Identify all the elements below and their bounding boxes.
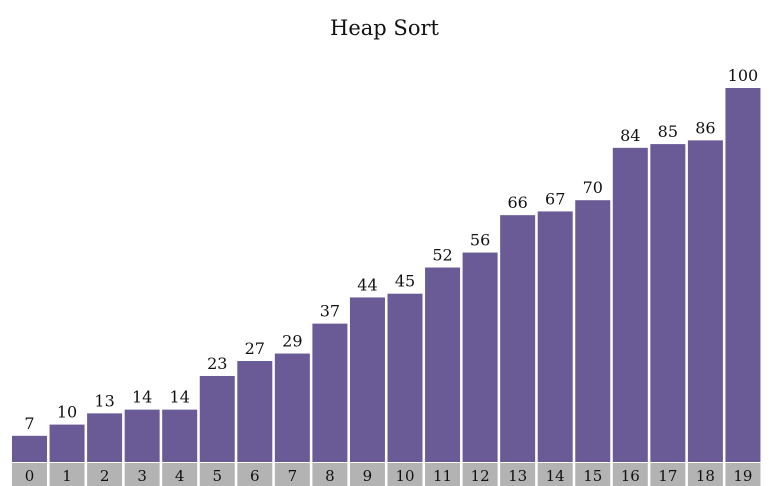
index-label-14: 14: [546, 467, 565, 485]
value-label-2: 13: [94, 391, 114, 410]
bar-14: [537, 211, 573, 462]
value-label-17: 85: [658, 122, 678, 141]
index-cell-12: [462, 463, 498, 486]
value-label-13: 66: [507, 193, 527, 212]
index-label-0: 0: [25, 467, 35, 485]
bars-group: [12, 88, 761, 463]
chart-title: Heap Sort: [330, 16, 439, 40]
value-label-4: 14: [170, 388, 190, 407]
bar-10: [387, 293, 423, 462]
index-label-12: 12: [471, 467, 490, 485]
index-cell-15: [575, 463, 611, 486]
index-cell-2: [87, 463, 123, 486]
index-cell-4: [162, 463, 198, 486]
bar-16: [612, 147, 648, 462]
index-label-1: 1: [62, 467, 72, 485]
bar-13: [500, 215, 536, 462]
index-label-16: 16: [621, 467, 640, 485]
index-cell-19: [725, 463, 761, 486]
bar-7: [274, 353, 310, 462]
bar-11: [425, 267, 461, 462]
bar-1: [49, 424, 85, 462]
index-label-3: 3: [137, 467, 147, 485]
bar-0: [12, 435, 47, 462]
index-cell-10: [387, 463, 423, 486]
index-label-4: 4: [175, 467, 185, 485]
index-cell-1: [49, 463, 85, 486]
index-cell-13: [500, 463, 536, 486]
index-cell-14: [537, 463, 573, 486]
bar-12: [462, 252, 498, 462]
index-cell-7: [274, 463, 310, 486]
value-label-3: 14: [132, 388, 152, 407]
bar-3: [124, 409, 160, 462]
value-label-6: 27: [245, 339, 265, 358]
index-cell-0: [12, 463, 47, 486]
value-label-1: 10: [57, 403, 77, 422]
index-cell-16: [612, 463, 648, 486]
index-label-9: 9: [363, 467, 373, 485]
index-cell-18: [687, 463, 723, 486]
index-label-5: 5: [212, 467, 222, 485]
index-label-7: 7: [288, 467, 298, 485]
value-label-19: 100: [728, 66, 759, 85]
index-cell-3: [124, 463, 160, 486]
index-cell-11: [425, 463, 461, 486]
value-label-15: 70: [583, 178, 603, 197]
bar-2: [87, 413, 123, 462]
value-label-5: 23: [207, 354, 227, 373]
bar-9: [349, 297, 385, 462]
bar-18: [687, 140, 723, 463]
index-label-10: 10: [395, 467, 414, 485]
value-label-12: 56: [470, 231, 490, 250]
bar-4: [162, 409, 198, 462]
value-label-14: 67: [545, 189, 565, 208]
value-label-8: 37: [320, 302, 340, 321]
value-label-16: 84: [620, 126, 640, 145]
index-cell-9: [349, 463, 385, 486]
index-label-8: 8: [325, 467, 335, 485]
index-label-18: 18: [696, 467, 715, 485]
index-cell-8: [312, 463, 348, 486]
bar-17: [650, 144, 686, 462]
bar-15: [575, 200, 611, 462]
index-label-11: 11: [433, 467, 452, 485]
index-label-2: 2: [100, 467, 110, 485]
bar-8: [312, 323, 348, 462]
value-labels-group: 7 10 13 14 14 23 27 29 37 44 45 52 56 66 67 70 84 85 86 100: [24, 66, 758, 433]
index-label-17: 17: [658, 467, 677, 485]
index-cell-5: [199, 463, 235, 486]
value-label-7: 29: [282, 332, 302, 351]
value-label-10: 45: [395, 272, 415, 291]
index-label-19: 19: [733, 467, 752, 485]
index-row: 0 1 2 3 4 5 6 7 8 9 10 11 12 13 14 15 16 17 18 19: [12, 463, 761, 486]
bar-19: [725, 88, 761, 462]
value-label-9: 44: [357, 275, 377, 294]
index-label-6: 6: [250, 467, 260, 485]
value-label-11: 52: [432, 246, 452, 265]
value-label-0: 7: [24, 414, 34, 433]
index-label-15: 15: [583, 467, 602, 485]
index-label-13: 13: [508, 467, 527, 485]
value-label-18: 86: [695, 118, 715, 137]
index-cell-6: [237, 463, 273, 486]
bar-5: [199, 375, 235, 462]
index-cell-17: [650, 463, 686, 486]
bar-6: [237, 361, 273, 462]
